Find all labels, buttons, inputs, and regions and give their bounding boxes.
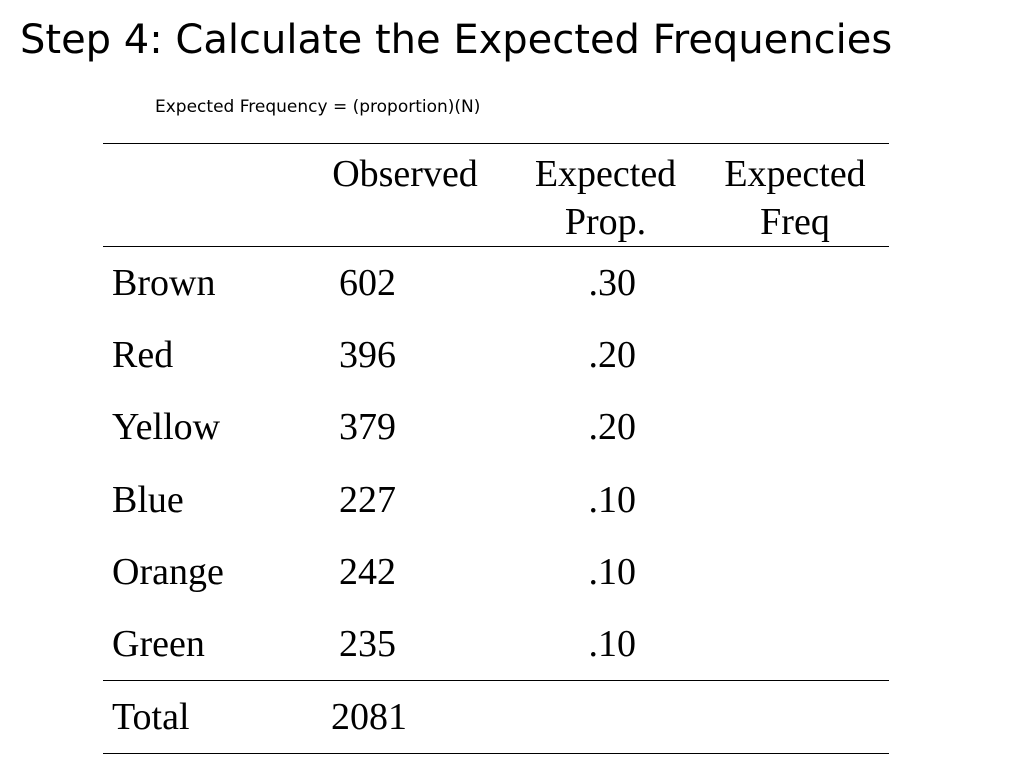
table-body: Brown 602 .30 Red 396 .20 Yellow 379 .20… bbox=[103, 247, 889, 754]
expected-prop-cell: .10 bbox=[588, 623, 637, 666]
header-expected-prop-line2: Prop. bbox=[564, 201, 647, 243]
category-cell: Green bbox=[112, 623, 205, 666]
expected-prop-cell: .20 bbox=[588, 334, 637, 377]
expected-freq-cell bbox=[701, 608, 889, 680]
expected-prop-cell: .10 bbox=[588, 551, 637, 594]
expected-prop-cell: .20 bbox=[588, 406, 637, 449]
category-cell: Yellow bbox=[112, 406, 221, 449]
frequency-table: Observed Expected Prop. Expected Freq Brow… bbox=[103, 143, 889, 754]
observed-cell: 235 bbox=[339, 623, 396, 666]
expected-freq-cell bbox=[701, 319, 889, 391]
total-expected-freq-cell bbox=[701, 681, 889, 753]
table-row: Green 235 .10 bbox=[103, 608, 889, 680]
header-expected-freq-line2: Freq bbox=[760, 201, 830, 243]
category-cell: Brown bbox=[112, 261, 216, 304]
header-expected-prop-line1: Expected bbox=[534, 153, 677, 195]
header-category bbox=[103, 144, 300, 247]
header-expected-freq: Expected Freq bbox=[701, 144, 889, 247]
table-row: Yellow 379 .20 bbox=[103, 391, 889, 463]
expected-prop-cell: .10 bbox=[588, 478, 637, 521]
category-cell: Orange bbox=[112, 551, 224, 594]
expected-freq-cell bbox=[701, 391, 889, 463]
table-row: Orange 242 .10 bbox=[103, 536, 889, 608]
expected-freq-cell bbox=[701, 464, 889, 536]
total-observed-cell: 2081 bbox=[331, 696, 407, 739]
observed-cell: 227 bbox=[339, 478, 396, 521]
table-header: Observed Expected Prop. Expected Freq bbox=[103, 143, 889, 247]
header-observed-label: Observed bbox=[332, 153, 478, 195]
observed-cell: 379 bbox=[339, 406, 396, 449]
table-row: Red 396 .20 bbox=[103, 319, 889, 391]
total-label-cell: Total bbox=[112, 696, 190, 739]
header-row: Observed Expected Prop. Expected Freq bbox=[103, 144, 889, 247]
header-observed: Observed bbox=[300, 144, 510, 247]
table-row: Blue 227 .10 bbox=[103, 464, 889, 536]
expected-freq-cell bbox=[701, 247, 889, 319]
category-cell: Red bbox=[112, 334, 174, 377]
header-expected-freq-line1: Expected bbox=[724, 153, 866, 195]
header-expected-prop: Expected Prop. bbox=[510, 144, 701, 247]
expected-prop-cell: .30 bbox=[588, 261, 637, 304]
expected-freq-cell bbox=[701, 536, 889, 608]
slide-title: Step 4: Calculate the Expected Frequenci… bbox=[20, 17, 893, 63]
total-expected-prop-cell bbox=[510, 681, 701, 753]
formula-text: Expected Frequency = (proportion)(N) bbox=[155, 97, 481, 117]
observed-cell: 396 bbox=[339, 334, 396, 377]
category-cell: Blue bbox=[112, 478, 184, 521]
observed-cell: 242 bbox=[339, 551, 396, 594]
observed-cell: 602 bbox=[339, 261, 396, 304]
total-row: Total 2081 bbox=[103, 680, 889, 754]
table-row: Brown 602 .30 bbox=[103, 247, 889, 319]
